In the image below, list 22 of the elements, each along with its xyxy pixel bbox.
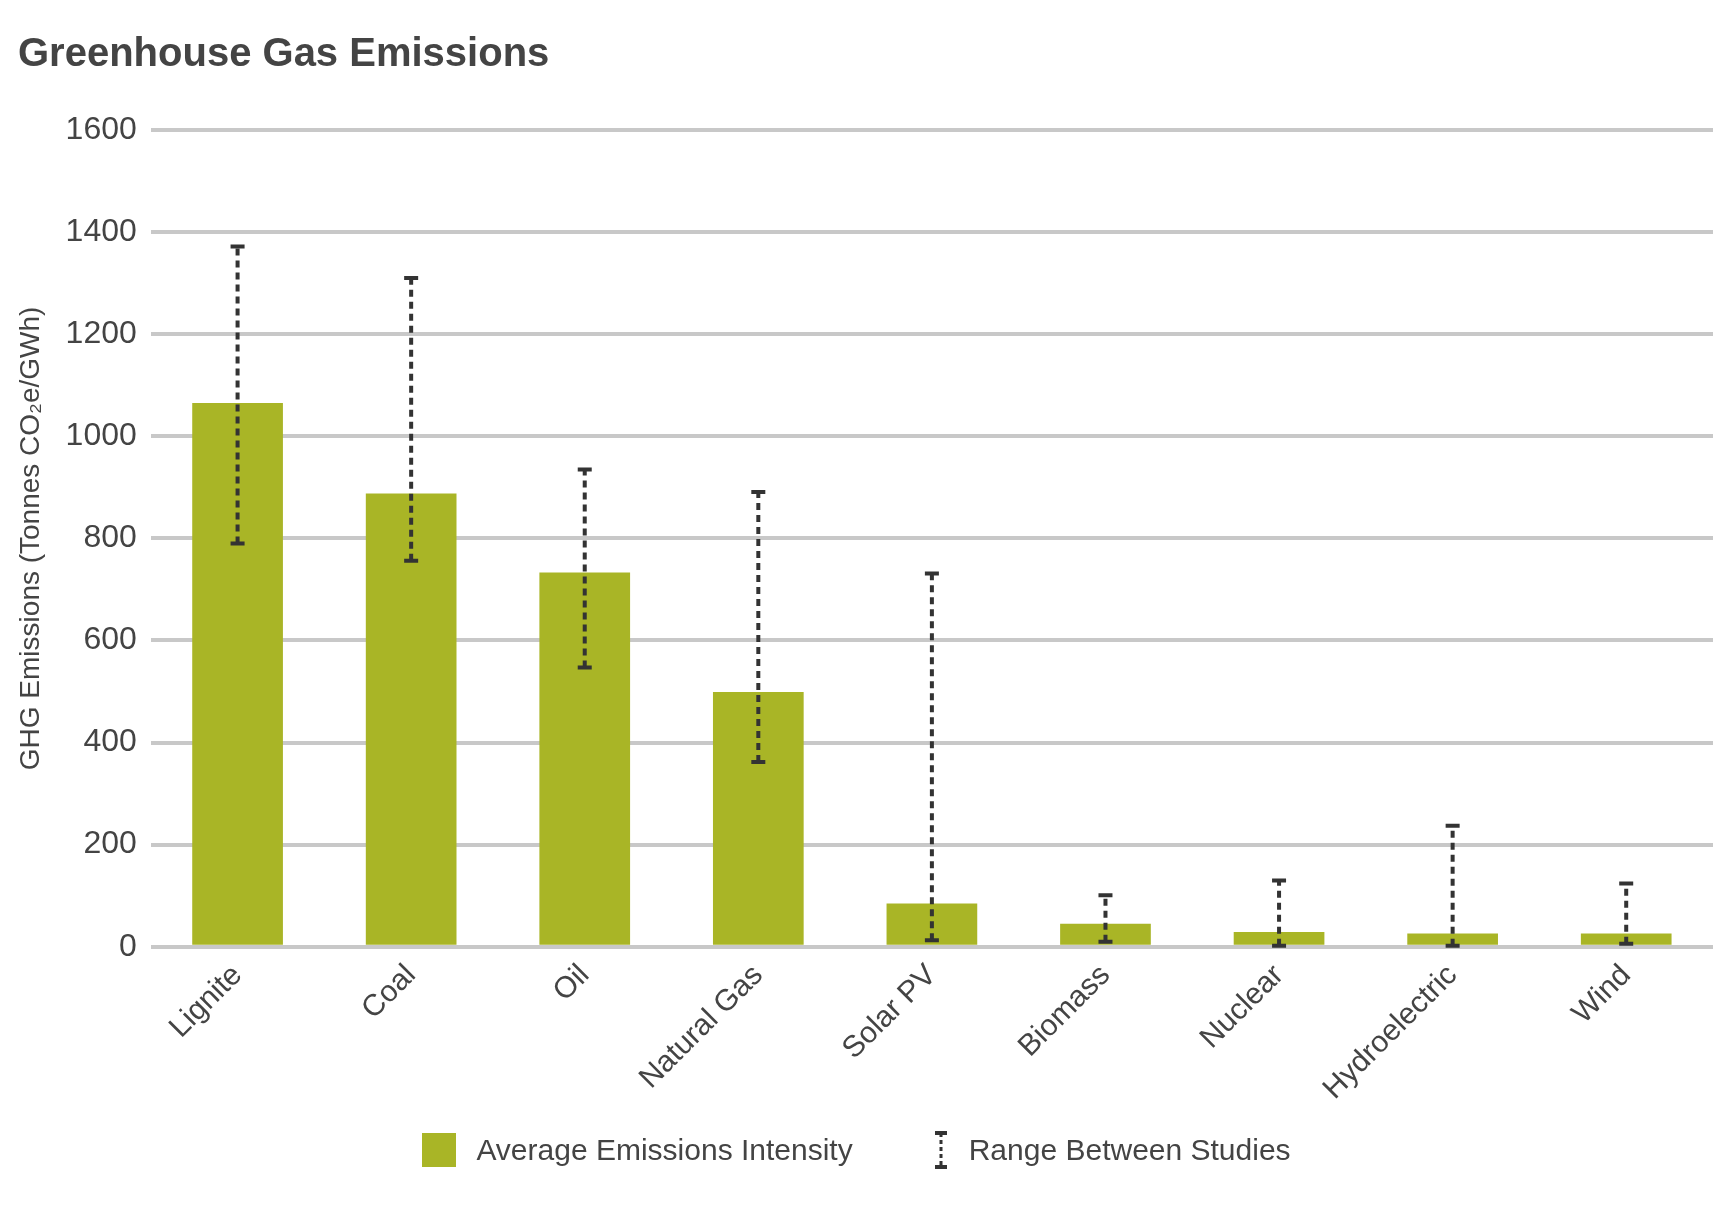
y-tick-label: 1400 <box>65 211 137 248</box>
legend-label: Average Emissions Intensity <box>476 1133 853 1167</box>
bar <box>192 403 283 945</box>
bar <box>886 903 978 945</box>
bar <box>712 692 804 945</box>
bar <box>1580 933 1672 945</box>
y-tick-label: 1200 <box>65 314 137 351</box>
y-tick-label: 0 <box>118 926 137 963</box>
text: Range Between Studies <box>968 1133 1291 1167</box>
bar <box>1407 933 1498 945</box>
y-tick-label: 1600 <box>65 109 137 146</box>
y-tick-label: 800 <box>83 518 137 555</box>
y-tick-label: 400 <box>83 722 137 759</box>
y-tick-label: 200 <box>83 824 137 861</box>
bar <box>1233 931 1325 945</box>
y-axis-title: GHG Emissions (Tonnes CO₂e/GWh) <box>13 306 45 771</box>
bar <box>365 493 457 945</box>
y-tick-label: 600 <box>83 620 137 657</box>
x-tick-label: Oil <box>545 957 595 1007</box>
chart-title: Greenhouse Gas Emissions <box>18 30 550 75</box>
y-tick-label: 1000 <box>65 416 137 453</box>
bar <box>539 572 631 945</box>
